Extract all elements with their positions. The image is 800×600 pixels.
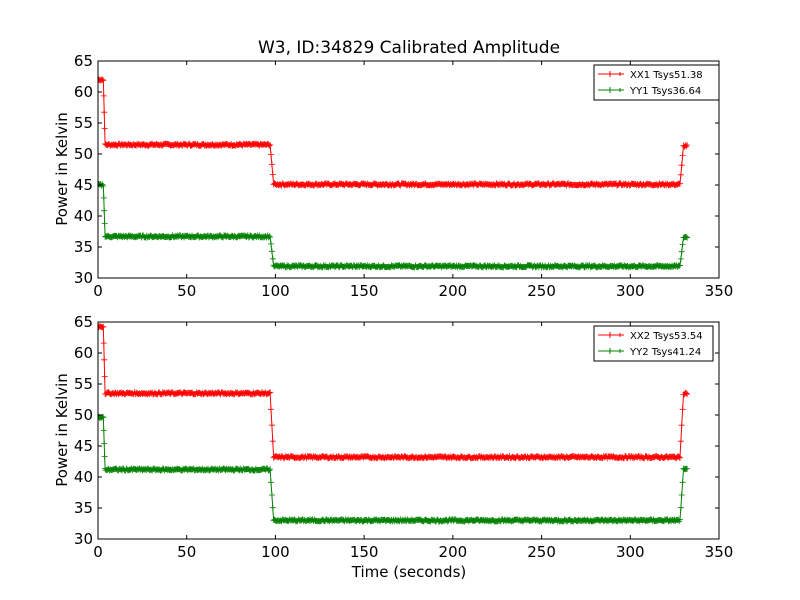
chart-bottom-series-markers-1 — [98, 323, 691, 462]
chart-top-legend-marker-yy1 — [607, 87, 622, 93]
chart-top-y-tick-label: 30 — [74, 269, 93, 287]
chart-bottom-x-tick-label: 100 — [261, 543, 290, 561]
chart-top-x-tick-label: 0 — [93, 282, 103, 300]
chart-bottom-legend-entry-yy2: YY2 Tsys41.24 — [598, 347, 701, 358]
chart-bottom-legend-entry-xx2: XX2 Tsys53.54 — [598, 331, 703, 342]
chart-bottom-legend: XX2 Tsys53.54 YY2 Tsys41.24 — [593, 325, 714, 362]
chart-top-series-layer — [98, 76, 691, 271]
chart-top-x-tick-label: 200 — [439, 282, 468, 300]
chart-bottom-x-tick-label: 150 — [350, 543, 379, 561]
chart-bottom-x-tick-label: 200 — [439, 543, 468, 561]
chart-top-y-tick-label: 60 — [74, 83, 93, 101]
chart-bottom-y-tick-label: 50 — [74, 406, 93, 424]
chart-top-y-tick-label: 45 — [74, 176, 93, 194]
chart-bottom-y-axis-label: Power in Kelvin — [53, 373, 71, 487]
chart-top-legend-entry-yy1: YY1 Tsys36.64 — [598, 86, 701, 97]
chart-top-y-tick-label: 50 — [74, 145, 93, 163]
chart-bottom-legend-label-xx2: XX2 Tsys53.54 — [630, 331, 703, 342]
chart-bottom-y-tick-label: 35 — [74, 499, 93, 517]
chart-top-y-tick-label: 65 — [74, 52, 93, 70]
chart-top-series-markers-2 — [98, 181, 691, 271]
chart-bottom-legend-label-yy2: YY2 Tsys41.24 — [629, 347, 701, 358]
chart-bottom-x-tick-label: 300 — [616, 543, 645, 561]
chart-bottom-y-tick-label: 55 — [74, 375, 93, 393]
chart-top-legend-label-yy1: YY1 Tsys36.64 — [629, 86, 701, 97]
chart-top-legend-box — [593, 64, 720, 101]
chart-top-legend: XX1 Tsys51.38 YY1 Tsys36.64 — [593, 64, 720, 101]
chart-top-legend-label-xx1: XX1 Tsys51.38 — [630, 70, 703, 81]
chart-top-y-tick-label: 55 — [74, 114, 93, 132]
chart-top-plot-area: 0 50 100 150 200 250 300 350 30 35 40 45 50 55 60 65 — [74, 52, 733, 300]
chart-top-x-tick-label: 50 — [177, 282, 196, 300]
chart-top-title: W3, ID:34829 Calibrated Amplitude — [258, 38, 560, 58]
chart-bottom-x-tick-label: 50 — [177, 543, 196, 561]
chart-top-y-axis-label: Power in Kelvin — [53, 112, 71, 226]
chart-top-x-tick-label: 250 — [527, 282, 556, 300]
chart-bottom-x-tick-label: 250 — [527, 543, 556, 561]
chart-bottom-y-tick-label: 60 — [74, 344, 93, 362]
chart-bottom-y-tick-label: 65 — [74, 313, 93, 331]
chart-bottom: 0 50 100 150 200 250 300 350 30 35 40 45 50 55 60 65 Po… — [53, 313, 733, 581]
chart-bottom-series-layer — [98, 323, 691, 525]
chart-bottom-series-markers-2 — [98, 413, 691, 525]
chart-top-legend-entry-xx1: XX1 Tsys51.38 — [598, 70, 703, 81]
chart-bottom-ticks: 0 50 100 150 200 250 300 350 30 35 40 45 50 55 60 65 — [74, 313, 733, 561]
chart-bottom-plot-area: 0 50 100 150 200 250 300 350 30 35 40 45 50 55 60 65 — [74, 313, 733, 561]
chart-bottom-y-tick-label: 45 — [74, 437, 93, 455]
chart-bottom-x-tick-label: 0 — [93, 543, 103, 561]
chart-top-series-markers-1 — [98, 76, 691, 189]
chart-top-axes-frame — [97, 60, 720, 279]
chart-top-x-tick-label: 300 — [616, 282, 645, 300]
chart-top-x-tick-label: 150 — [350, 282, 379, 300]
chart-top: W3, ID:34829 Calibrated Amplitude 0 50 100… — [53, 38, 733, 300]
chart-bottom-y-tick-label: 30 — [74, 530, 93, 548]
chart-bottom-legend-marker-xx2 — [607, 332, 622, 338]
chart-bottom-y-tick-label: 40 — [74, 468, 93, 486]
chart-top-ticks: 0 50 100 150 200 250 300 350 30 35 40 45 50 55 60 65 — [74, 52, 733, 300]
chart-bottom-legend-marker-yy2 — [607, 348, 622, 354]
chart-bottom-x-tick-label: 350 — [705, 543, 734, 561]
chart-top-y-tick-label: 35 — [74, 238, 93, 256]
chart-top-legend-marker-xx1 — [607, 71, 622, 77]
chart-bottom-x-axis-label: Time (seconds) — [351, 563, 467, 581]
chart-top-x-tick-label: 350 — [705, 282, 734, 300]
chart-bottom-legend-box — [593, 325, 714, 362]
chart-top-y-tick-label: 40 — [74, 207, 93, 225]
chart-top-x-tick-label: 100 — [261, 282, 290, 300]
chart-bottom-axes-frame — [97, 321, 720, 540]
